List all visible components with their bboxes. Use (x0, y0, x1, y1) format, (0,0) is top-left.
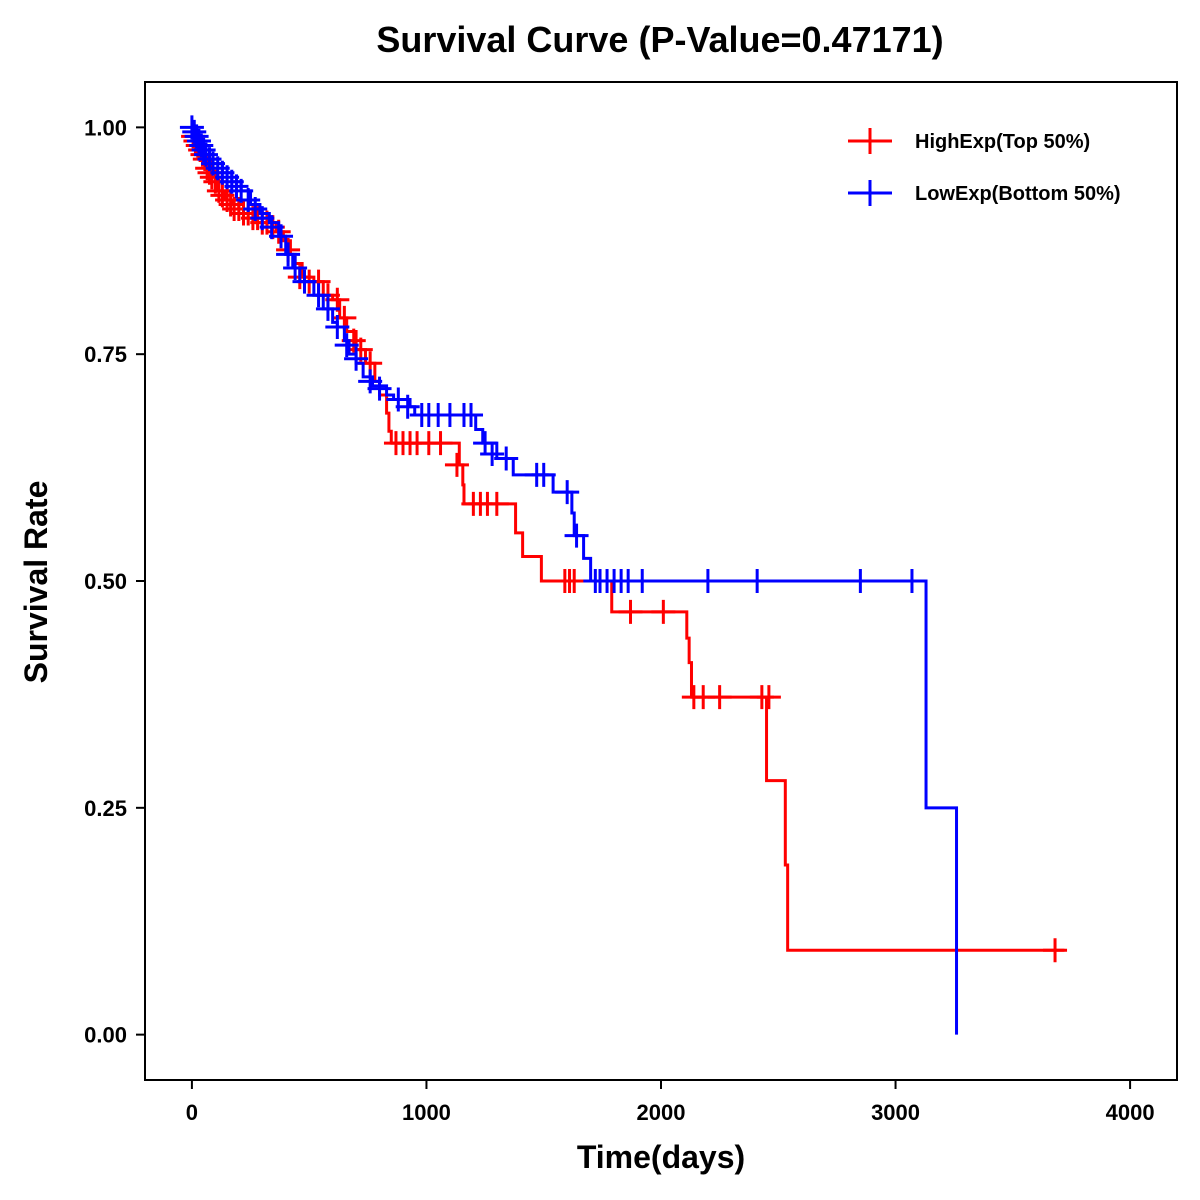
legend-item: HighExp(Top 50%) (848, 128, 1090, 154)
censor-mark (555, 480, 580, 505)
series-highexp (181, 124, 1068, 963)
y-axis: 0.00 0.25 0.50 0.75 1.00 (84, 115, 145, 1048)
legend-label: HighExp(Top 50%) (915, 131, 1090, 153)
x-tick-label: 3000 (871, 1100, 920, 1125)
censor-mark (651, 599, 676, 624)
censor-mark (283, 255, 308, 280)
censor-mark (395, 394, 420, 419)
x-axis-title: Time(days) (577, 1139, 745, 1175)
y-tick-label: 1.00 (84, 115, 127, 140)
censor-mark (459, 402, 484, 427)
censor-mark (480, 441, 505, 466)
censor-mark (756, 685, 781, 710)
censor-mark (745, 569, 770, 593)
censor-mark (618, 599, 643, 624)
censor-mark (444, 452, 469, 477)
censor-mark (292, 269, 317, 294)
censor-mark (484, 491, 509, 516)
legend-item: LowExp(Bottom 50%) (848, 180, 1121, 206)
censor-mark (707, 685, 732, 710)
censor-mark (1043, 938, 1068, 963)
y-tick-label: 0.25 (84, 796, 127, 821)
censor-mark (494, 446, 519, 471)
legend-swatch (848, 128, 892, 154)
x-tick-label: 2000 (637, 1100, 686, 1125)
x-tick-label: 1000 (402, 1100, 451, 1125)
series-lowexp (179, 115, 959, 1035)
censor-mark (367, 376, 392, 401)
x-tick-label: 4000 (1106, 1100, 1155, 1125)
y-tick-label: 0.75 (84, 342, 127, 367)
censor-mark (531, 462, 556, 487)
x-axis: 0 1000 2000 3000 4000 (186, 1080, 1155, 1125)
censor-mark (315, 296, 340, 321)
legend-label: LowExp(Bottom 50%) (915, 183, 1121, 205)
curves (179, 115, 1068, 1035)
censor-mark (344, 346, 369, 371)
censor-mark (276, 242, 301, 267)
chart-title: Survival Curve (P-Value=0.47171) (376, 19, 943, 60)
x-tick-label: 0 (186, 1100, 198, 1125)
censor-mark (428, 431, 453, 456)
censor-mark (269, 224, 294, 249)
censor-mark (224, 174, 249, 199)
legend: HighExp(Top 50%) LowExp(Bottom 50%) (848, 128, 1121, 206)
censor-mark (695, 569, 720, 593)
y-axis-title: Survival Rate (18, 481, 54, 684)
y-tick-label: 0.50 (84, 569, 127, 594)
censor-mark (899, 569, 924, 593)
censor-mark (325, 314, 350, 339)
censor-mark (334, 333, 359, 358)
censor-mark (562, 569, 587, 593)
censor-mark (564, 523, 589, 548)
censor-mark (306, 283, 331, 308)
legend-swatch (848, 180, 892, 206)
y-tick-label: 0.00 (84, 1023, 127, 1048)
censor-mark (848, 569, 873, 593)
censor-mark (630, 569, 655, 593)
